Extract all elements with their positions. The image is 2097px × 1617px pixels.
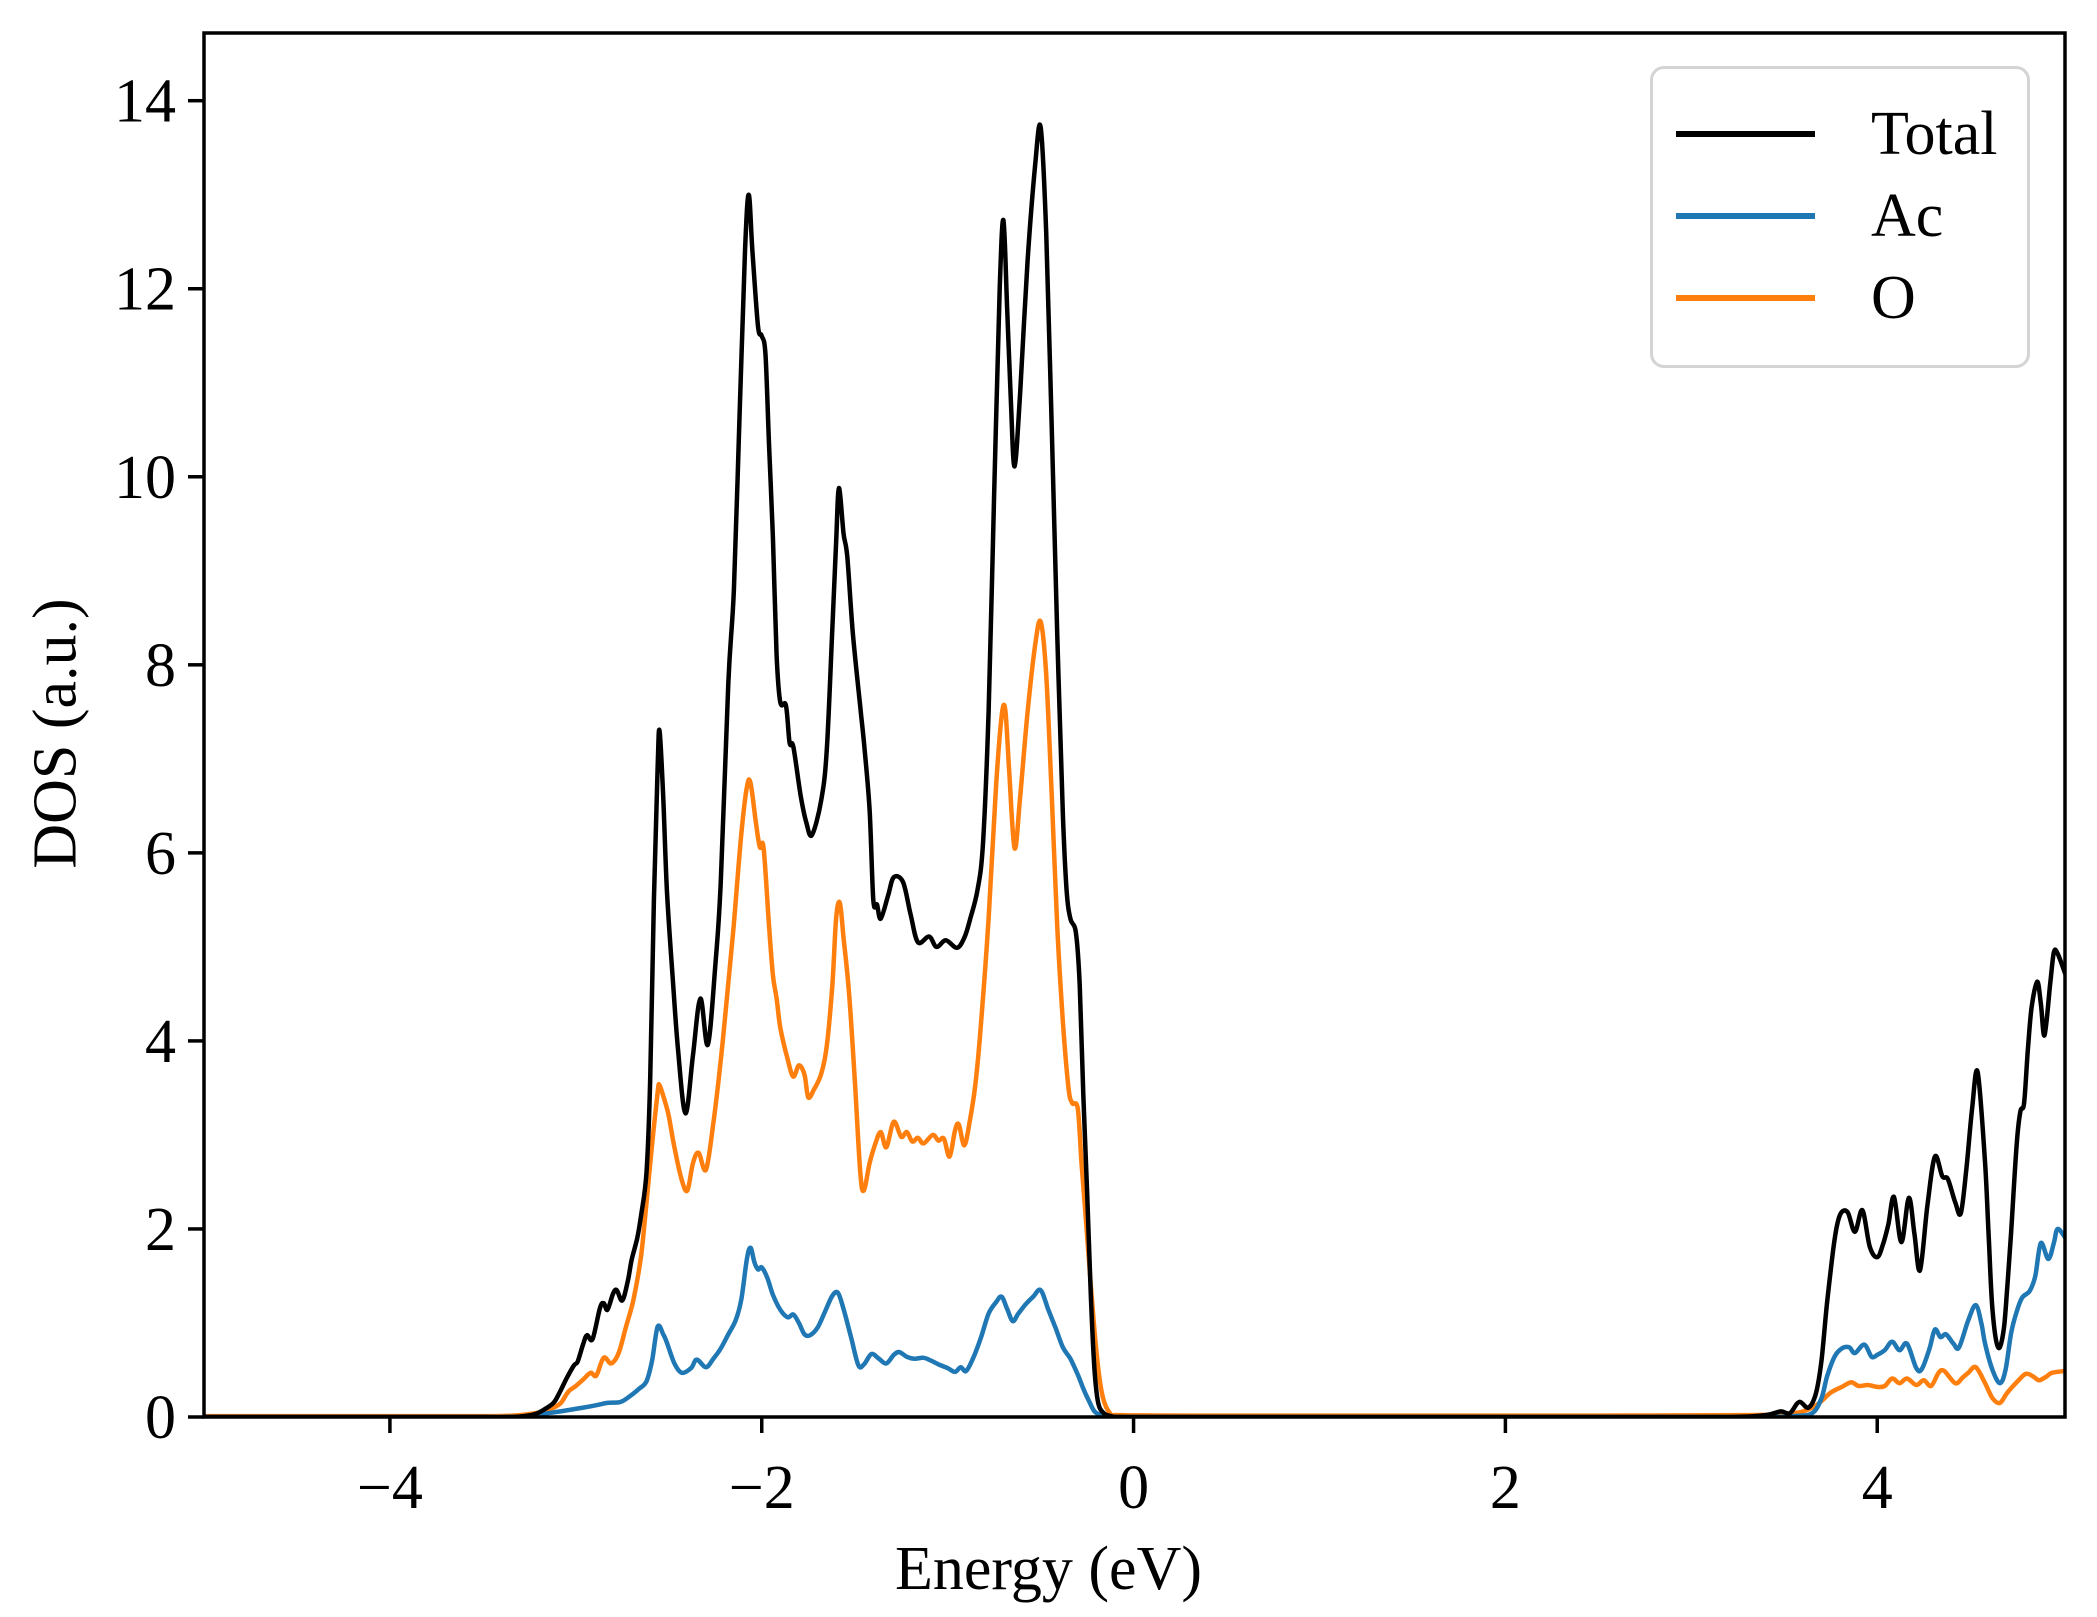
legend-item-ac: Ac <box>1653 175 2027 257</box>
legend-item-o: O <box>1653 257 2027 339</box>
y-tick-label: 12 <box>114 256 176 324</box>
plot-area-spines <box>202 31 2067 1419</box>
o-line-swatch <box>1676 295 1815 301</box>
y-tick-label: 8 <box>145 632 176 700</box>
series-line-total <box>204 122 2065 1417</box>
legend-label-ac: Ac <box>1871 182 1944 250</box>
x-axis-label: Energy (eV) <box>894 1535 1202 1603</box>
y-tick-label: 10 <box>114 444 176 512</box>
legend-item-total: Total <box>1653 93 2027 175</box>
series-group <box>204 122 2065 1417</box>
y-axis-label: DOS (a.u.) <box>21 598 90 869</box>
x-tick-label: 0 <box>1118 1454 1149 1522</box>
ac-line-swatch <box>1676 213 1815 219</box>
legend-label-total: Total <box>1871 100 1998 168</box>
x-tick-label: 2 <box>1490 1454 1521 1522</box>
y-tick-label: 0 <box>145 1384 176 1452</box>
series-line-o <box>204 618 2065 1417</box>
y-tick-label: 6 <box>145 820 176 888</box>
x-tick-label: −2 <box>729 1454 795 1522</box>
legend-label-o: O <box>1871 264 1916 332</box>
y-tick-label: 14 <box>114 68 176 136</box>
series-line-ac <box>204 1226 2065 1417</box>
total-line-swatch <box>1676 131 1815 137</box>
y-tick-label: 2 <box>145 1196 176 1264</box>
y-tick-label: 4 <box>145 1008 176 1076</box>
x-tick-label: 4 <box>1862 1454 1893 1522</box>
x-tick-label: −4 <box>357 1454 423 1522</box>
legend: Total Ac O <box>1650 66 2030 368</box>
